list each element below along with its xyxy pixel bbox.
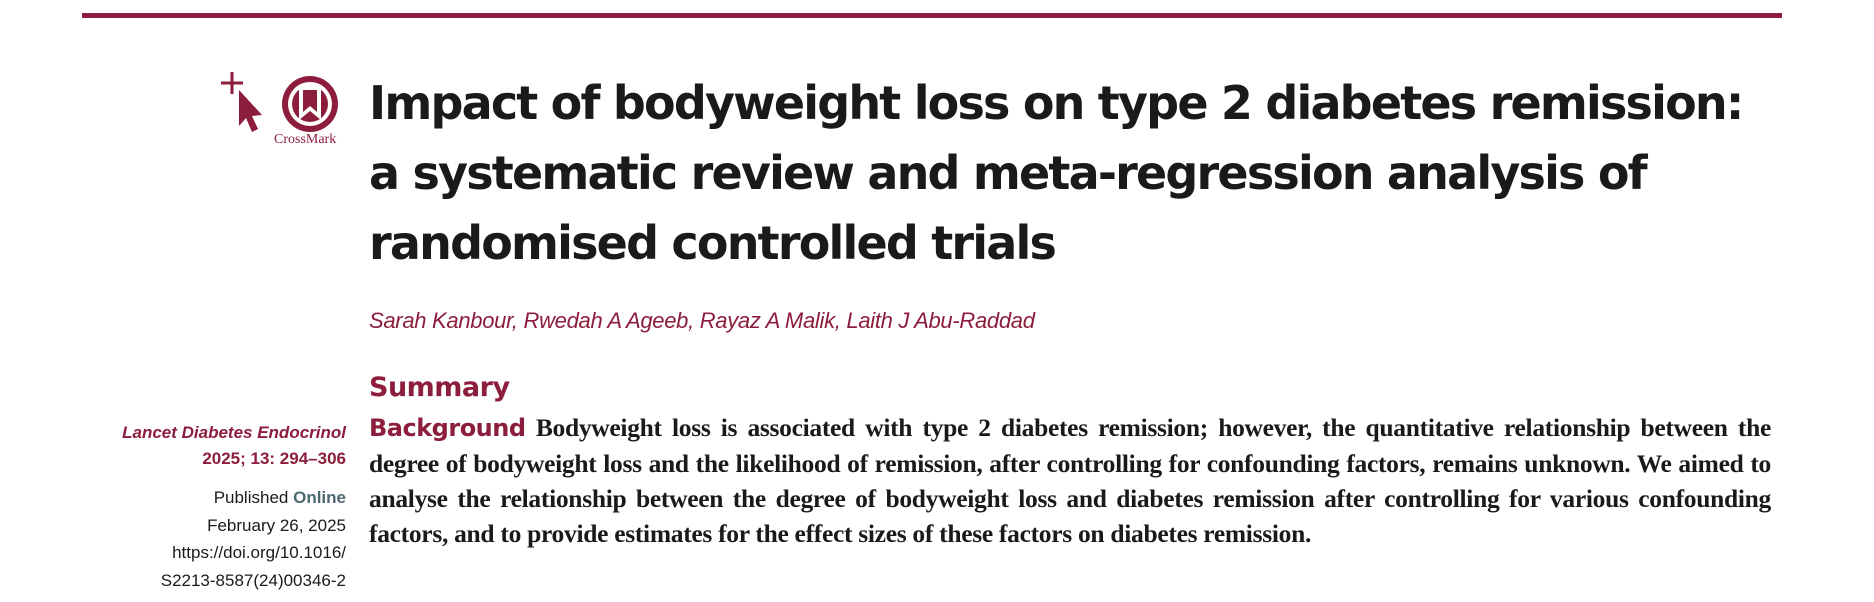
title-line-1: Impact of bodyweight loss on type 2 diab… bbox=[369, 76, 1744, 130]
article-title: Impact of bodyweight loss on type 2 diab… bbox=[369, 68, 1789, 278]
publication-info: Published Online February 26, 2025 https… bbox=[100, 484, 346, 594]
background-text: Bodyweight loss is associated with type … bbox=[369, 413, 1772, 548]
doi-line-2[interactable]: S2213-8587(24)00346-2 bbox=[160, 570, 346, 590]
title-line-3: randomised controlled trials bbox=[369, 216, 1057, 270]
crossmark-label: CrossMark bbox=[274, 132, 337, 147]
summary-heading: Summary bbox=[369, 372, 510, 403]
background-paragraph: Background Bodyweight loss is associated… bbox=[369, 410, 1771, 551]
published-prefix: Published bbox=[213, 488, 289, 507]
journal-name: Lancet Diabetes Endocrinol bbox=[122, 423, 346, 442]
journal-issue: 2025; 13: 294–306 bbox=[202, 449, 346, 468]
crossmark-icon bbox=[221, 72, 338, 132]
published-online-line: Published Online bbox=[100, 484, 346, 512]
published-online-word: Online bbox=[293, 488, 346, 507]
author-list[interactable]: Sarah Kanbour, Rwedah A Ageeb, Rayaz A M… bbox=[369, 308, 1035, 333]
top-rule bbox=[82, 13, 1782, 18]
publication-date: February 26, 2025 bbox=[207, 515, 346, 535]
background-label: Background bbox=[369, 414, 526, 442]
title-line-2: a systematic review and meta-regression … bbox=[369, 146, 1648, 200]
doi-line-1[interactable]: https://doi.org/10.1016/ bbox=[172, 543, 346, 562]
crossmark-badge[interactable]: CrossMark bbox=[214, 68, 350, 152]
citation-sidebar: Lancet Diabetes Endocrinol 2025; 13: 294… bbox=[100, 420, 346, 594]
